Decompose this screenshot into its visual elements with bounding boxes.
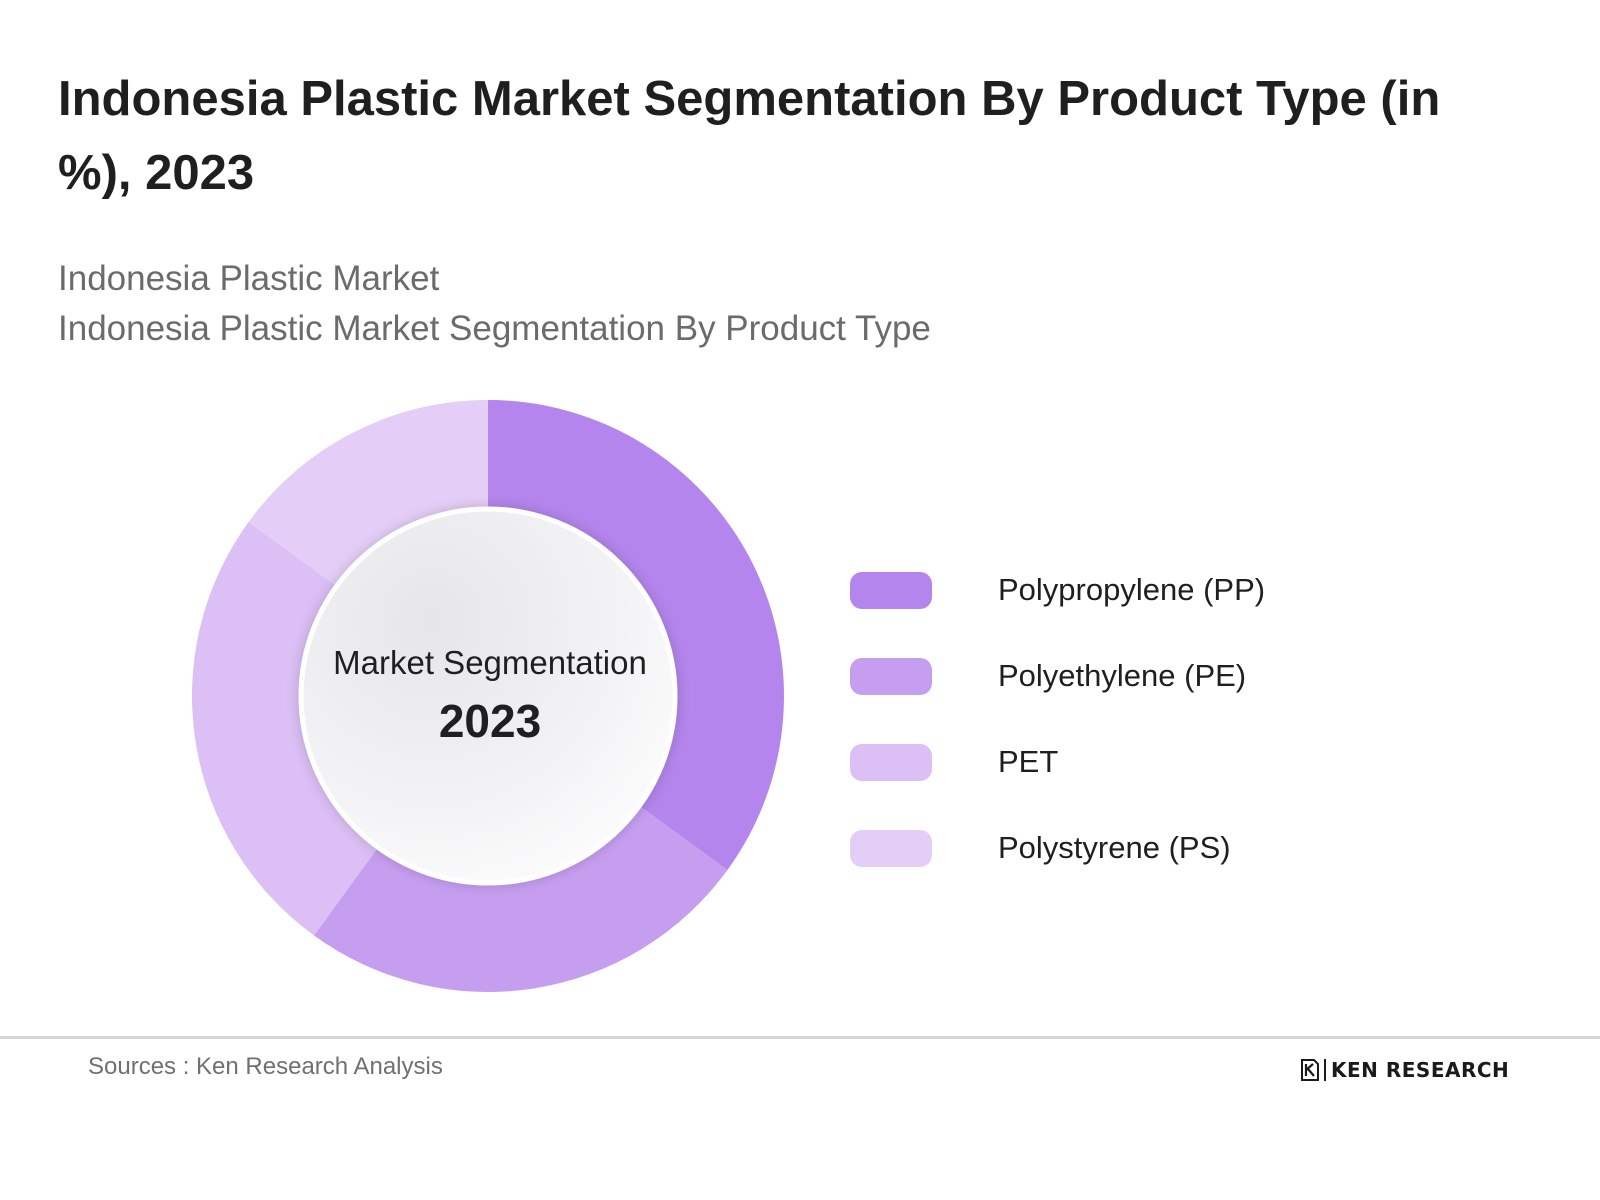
center-year: 2023 <box>438 695 542 747</box>
legend-label: Polystyrene (PS) <box>998 830 1231 865</box>
legend-swatch <box>850 658 932 695</box>
legend-swatch <box>850 830 932 867</box>
donut-slice-polypropylene-pp <box>488 400 785 870</box>
donut-center <box>298 506 678 886</box>
donut-slice-polystyrene-ps <box>248 400 488 592</box>
ken-research-logo: KEN RESEARCH <box>1300 1058 1509 1082</box>
chart-subtitle: Indonesia Plastic Market Indonesia Plast… <box>58 254 1358 354</box>
subtitle-line-1: Indonesia Plastic Market <box>58 259 440 298</box>
footer-divider <box>0 1036 1600 1039</box>
donut-center-label: Market Segmentation 2023 <box>300 640 680 756</box>
logo-separator <box>1324 1059 1326 1081</box>
legend-swatch <box>850 572 932 609</box>
legend-swatch <box>850 744 932 781</box>
legend-label: Polypropylene (PP) <box>998 572 1266 607</box>
center-label-text: Market Segmentation <box>333 644 647 681</box>
chart-title: Indonesia Plastic Market Segmentation By… <box>58 72 1441 200</box>
donut-slice-polyethylene-pe <box>314 800 728 993</box>
source-note: Sources : Ken Research Analysis <box>88 1053 443 1080</box>
subtitle-line-2: Indonesia Plastic Market Segmentation By… <box>58 309 931 348</box>
logo-text: KEN RESEARCH <box>1331 1058 1510 1082</box>
legend-label: PET <box>998 744 1059 779</box>
donut-slice-pet <box>192 522 384 936</box>
donut-slices <box>192 400 785 993</box>
ken-research-logo-icon <box>1301 1059 1319 1081</box>
legend-label: Polyethylene (PE) <box>998 658 1247 693</box>
